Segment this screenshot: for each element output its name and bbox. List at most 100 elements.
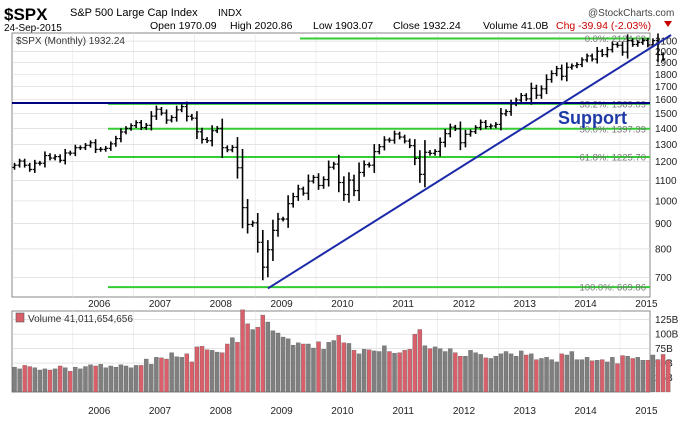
volume-bar <box>209 350 215 393</box>
volume-bar <box>529 353 534 393</box>
volume-bar <box>427 348 433 393</box>
volume-bar <box>128 367 134 393</box>
volume-bar <box>615 363 620 393</box>
volume-bar <box>194 346 200 393</box>
volume-bar <box>220 352 225 393</box>
volume-bar <box>382 345 387 393</box>
volume-bar <box>453 352 458 393</box>
volume-bar <box>468 350 473 393</box>
volume-bar <box>650 354 656 393</box>
price-legend: $SPX (Monthly) 1932.24 <box>16 36 125 47</box>
volume-bar <box>296 342 301 393</box>
volume-bar <box>478 354 483 393</box>
volume-bar <box>98 364 103 393</box>
volume-year-label: 2010 <box>331 406 354 417</box>
volume-bar <box>265 321 271 393</box>
volume-bar <box>326 342 331 393</box>
volume-bar <box>83 366 88 393</box>
price-tick-label: 800 <box>655 244 672 255</box>
price-x-axis: 2006 2007 2008 2009 2010 2011 2012 2013 2014 2015 <box>88 299 658 310</box>
volume-bar <box>291 344 296 393</box>
price-year-label: 2012 <box>453 299 476 310</box>
volume-bar <box>154 357 159 393</box>
volume-bar <box>174 356 179 393</box>
volume-year-label: 2009 <box>270 406 293 417</box>
volume-bar <box>331 340 336 393</box>
volume-bar <box>579 359 585 393</box>
volume-bar <box>204 349 210 393</box>
price-tick-label: 1100 <box>655 176 677 187</box>
volume-panel <box>11 310 651 393</box>
volume-bar <box>417 329 423 393</box>
volume-bar <box>27 366 32 393</box>
volume-bar <box>569 351 575 393</box>
volume-bar <box>57 365 63 393</box>
volume-bar <box>149 364 154 393</box>
price-year-label: 2015 <box>635 299 658 310</box>
volume-bar <box>367 349 372 393</box>
volume-bar <box>250 329 255 393</box>
volume-bar <box>139 365 144 393</box>
price-tick-label: 1700 <box>655 82 678 93</box>
volume-bar <box>377 351 382 393</box>
price-tick-label: 1800 <box>655 70 678 81</box>
volume-bar <box>503 351 509 393</box>
volume-bar <box>255 327 260 393</box>
volume-bar <box>458 355 463 393</box>
volume-bar <box>341 342 347 393</box>
price-tick-label: 1500 <box>655 109 678 120</box>
exchange-label: INDX <box>218 8 242 19</box>
volume-bar <box>554 361 559 393</box>
volume-bar <box>493 355 499 393</box>
price-tick-label: 1900 <box>655 58 678 69</box>
down-arrow-icon <box>664 21 672 27</box>
trend-line-group <box>12 34 672 290</box>
volume-bar <box>108 365 113 393</box>
volume-bar <box>625 355 630 393</box>
volume-bar <box>179 357 184 393</box>
volume-bar <box>275 332 281 393</box>
fibonacci-label: 50.0%: 1397.39 <box>579 124 646 135</box>
volume-bar <box>437 348 443 393</box>
volume-bar <box>620 355 625 393</box>
price-year-label: 2006 <box>88 299 111 310</box>
volume-bar <box>189 361 195 393</box>
support-annotation: Support <box>558 108 627 128</box>
volume-bar <box>215 351 220 393</box>
volume-bar <box>600 359 605 393</box>
fibonacci-label: 100.0%: 669.86 <box>579 283 646 294</box>
volume-bar <box>448 348 453 393</box>
volume-bar <box>68 371 73 393</box>
volume-bar <box>524 354 529 393</box>
volume-bar <box>660 354 666 393</box>
volume-year-label: 2015 <box>635 406 658 417</box>
volume-bar <box>539 358 544 393</box>
volume-bar <box>640 360 645 393</box>
volume-bar <box>103 367 108 393</box>
volume-bar <box>22 365 27 393</box>
volume-bar <box>361 349 367 393</box>
volume-bar <box>144 358 149 393</box>
fibonacci-lines: 0.0%: 2124.69 38.2%: 1569.09 50.0%: 1397.3… <box>108 34 650 294</box>
volume-bar <box>280 336 286 393</box>
high-value: High 2020.86 <box>230 20 293 32</box>
volume-bar <box>397 352 402 393</box>
price-year-label: 2009 <box>270 299 293 310</box>
change-value: Chg -39.94 (-2.03%) <box>556 20 651 32</box>
volume-bar <box>407 349 412 393</box>
price-tick-label: 2000 <box>655 47 678 58</box>
volume-bar <box>655 359 661 393</box>
volume-bar <box>164 358 169 393</box>
volume-bar <box>574 359 580 393</box>
volume-bar <box>169 352 174 393</box>
volume-bar <box>549 359 554 393</box>
volume-bar <box>392 353 397 393</box>
volume-bar <box>544 357 549 393</box>
volume-legend: Volume 41,011,654,656 <box>28 314 133 325</box>
trend-line <box>267 34 672 290</box>
volume-bar <box>559 353 564 393</box>
volume-bar <box>17 368 22 393</box>
volume-bar <box>508 353 514 393</box>
volume-x-axis: 2006 2007 2008 2009 2010 2011 2012 2013 2014 2015 <box>88 406 658 417</box>
volume-bar <box>630 358 635 393</box>
